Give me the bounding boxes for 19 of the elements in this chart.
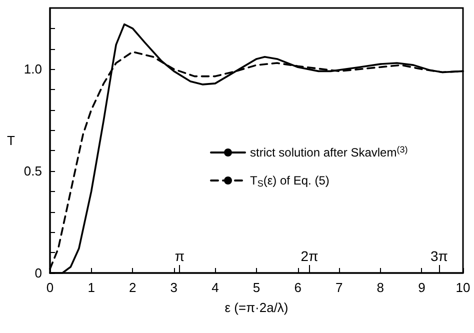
x2-tick-label: π (174, 248, 185, 264)
x-tick-label: 6 (294, 280, 302, 295)
x-tick-label: 10 (456, 280, 470, 295)
y-axis-title: T (7, 133, 16, 148)
x-tick-label: 2 (128, 280, 136, 295)
x-tick-label: 1 (88, 280, 95, 295)
x-tick-label: 8 (376, 280, 384, 295)
x-tick-label: 7 (335, 280, 343, 295)
x-tick-label: 5 (252, 280, 260, 295)
x2-tick-label: 3π (430, 248, 448, 264)
y-tick-label: 1.0 (24, 62, 42, 77)
x-tick-label: 0 (46, 280, 54, 295)
y-tick-label: 0 (34, 266, 42, 280)
x-axis-title: ε (=π·2a/λ) (224, 300, 288, 315)
x-tick-label: 9 (418, 280, 426, 295)
x-tick-label: 4 (212, 280, 219, 295)
x2-tick-label: 2π (300, 248, 319, 264)
y-tick-label: 0.5 (24, 164, 42, 179)
x-tick-label: 3 (170, 280, 178, 295)
